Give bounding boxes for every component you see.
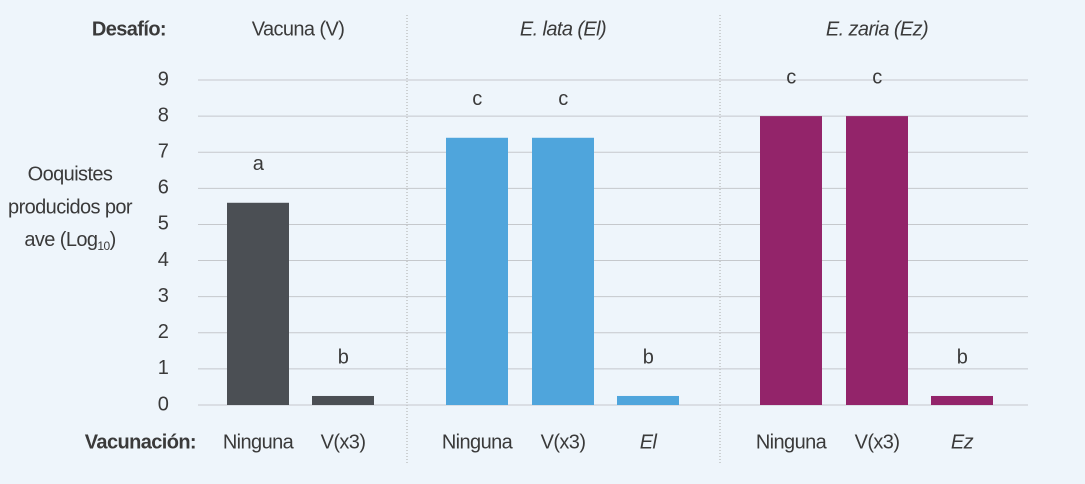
significance-letter: b — [957, 346, 968, 368]
bar — [312, 395, 374, 405]
y-label-line: Ooquistes — [28, 163, 113, 185]
significance-letter: c — [786, 66, 796, 88]
bar — [760, 116, 822, 405]
y-tick-label: 4 — [158, 249, 169, 271]
bar — [227, 202, 289, 405]
y-tick-label: 9 — [158, 68, 169, 90]
y-label-main: ave (Log — [24, 229, 97, 251]
bar — [446, 137, 508, 405]
x-tick-label: El — [640, 431, 658, 453]
group-title: E. lata (El) — [520, 18, 606, 40]
y-label-line: producidos por — [8, 196, 133, 218]
bar — [846, 116, 908, 405]
y-tick-label: 1 — [158, 357, 169, 379]
y-label-line: ave (Log10) — [24, 229, 115, 253]
vaccination-label: Vacunación: — [85, 431, 196, 453]
significance-letter: c — [472, 88, 482, 110]
y-tick-label: 7 — [158, 141, 169, 163]
x-tick-label: V(x3) — [855, 431, 900, 453]
significance-letter: b — [338, 346, 349, 368]
x-tick-label: Ninguna — [756, 431, 828, 453]
significance-letter: b — [643, 346, 654, 368]
y-tick-label: 8 — [158, 104, 169, 126]
significance-letter: c — [872, 66, 882, 88]
group-title: E. zaria (Ez) — [826, 18, 928, 40]
bar — [532, 137, 594, 405]
y-tick-label: 3 — [158, 285, 169, 307]
y-tick-label: 2 — [158, 321, 169, 343]
x-tick-label: V(x3) — [541, 431, 586, 453]
significance-letter: a — [253, 153, 265, 175]
group-title: Vacuna (V) — [252, 18, 345, 40]
x-tick-label: V(x3) — [321, 431, 366, 453]
significance-letter: c — [558, 88, 568, 110]
y-tick-label: 0 — [158, 393, 169, 415]
challenge-label: Desafío: — [92, 18, 166, 40]
bar — [931, 395, 993, 405]
x-tick-label: Ninguna — [223, 431, 295, 453]
y-tick-label: 5 — [158, 213, 169, 235]
x-tick-label: Ez — [951, 431, 974, 453]
y-tick-label: 6 — [158, 177, 169, 199]
bar — [617, 395, 679, 405]
y-label-subscript: 10 — [97, 239, 110, 253]
y-label-close: ) — [110, 229, 116, 251]
x-tick-label: Ninguna — [442, 431, 514, 453]
